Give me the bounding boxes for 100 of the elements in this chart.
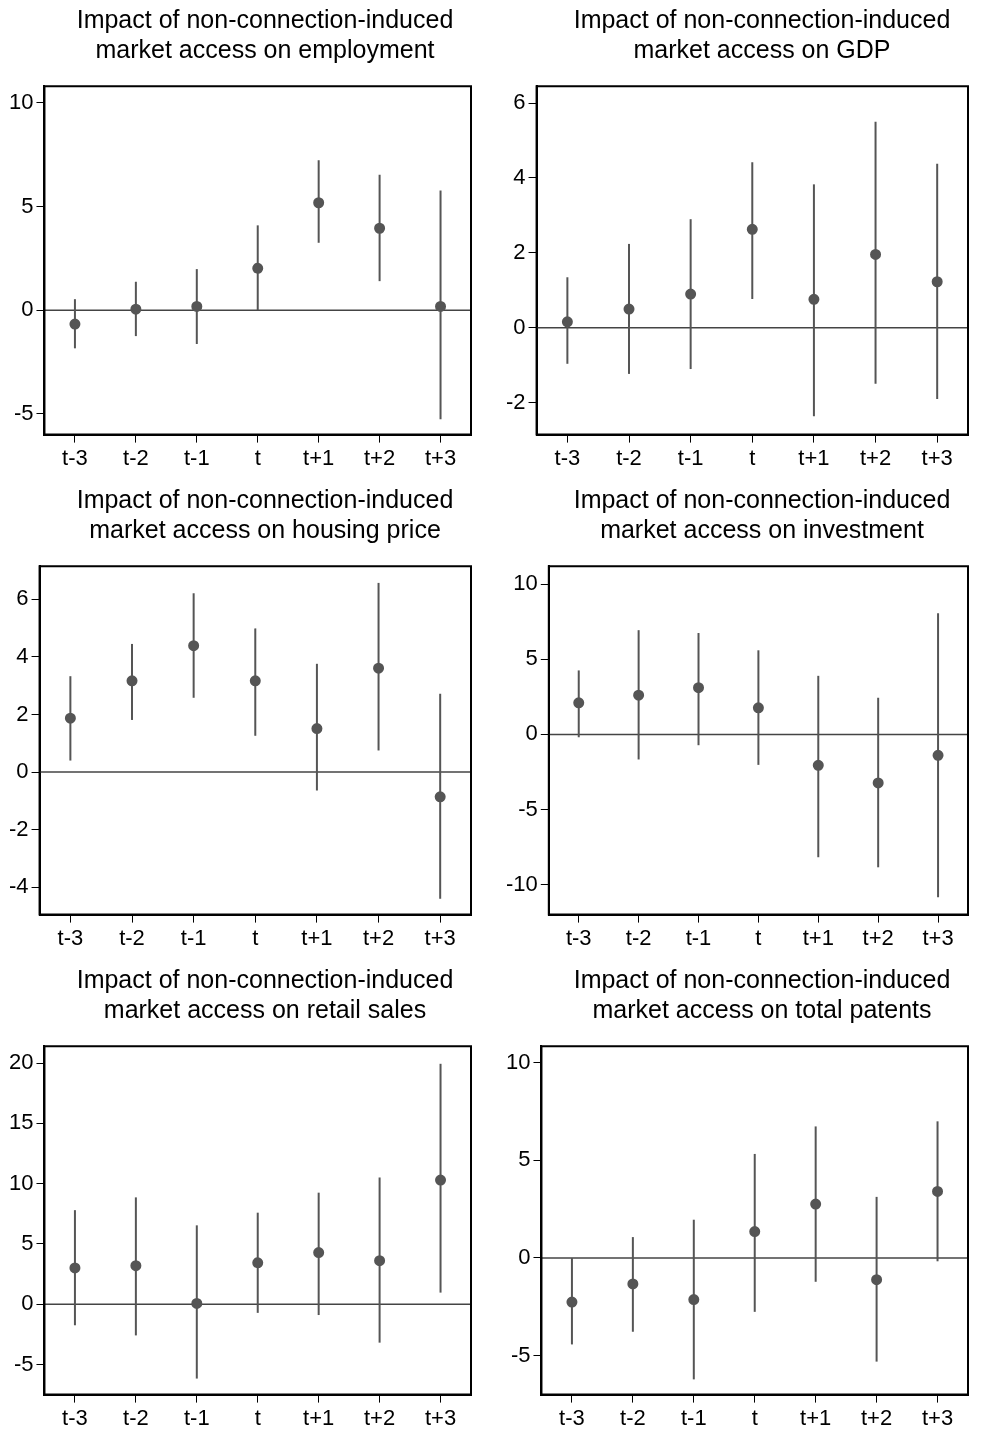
x-tick-label: t+2 <box>364 444 396 470</box>
point <box>573 697 585 709</box>
point <box>130 303 142 315</box>
y-tick-label: 0 <box>21 1290 34 1316</box>
x-tick-label: t-1 <box>685 924 712 950</box>
x-tick-label: t+3 <box>921 1404 954 1430</box>
point <box>188 640 200 652</box>
point <box>627 1278 639 1290</box>
y-tick-label: 10 <box>505 1048 531 1074</box>
point <box>373 662 385 674</box>
point <box>69 1262 81 1274</box>
x-tick-label: t-1 <box>180 924 207 950</box>
point <box>313 197 325 209</box>
x-tick-label: t+2 <box>861 1404 893 1430</box>
point <box>252 262 264 274</box>
point <box>311 723 323 735</box>
point <box>812 759 824 771</box>
y-tick-label: 4 <box>16 642 29 668</box>
x-tick-label: t <box>749 444 756 470</box>
y-tick-label: 5 <box>21 1229 34 1255</box>
x-tick-label: t-3 <box>62 1404 88 1430</box>
point <box>434 791 446 803</box>
x-tick-label: t-3 <box>554 444 581 470</box>
y-tick-label: 5 <box>21 192 34 218</box>
point <box>64 712 76 724</box>
x-tick-label: t-1 <box>183 444 210 470</box>
x-tick-label: t+3 <box>921 444 953 470</box>
point <box>249 675 261 687</box>
y-tick-label: 10 <box>8 88 34 114</box>
x-tick-label: t <box>254 444 261 470</box>
point <box>685 288 697 300</box>
y-tick-label: 2 <box>513 238 526 264</box>
x-tick-label: t+1 <box>798 444 830 470</box>
chart-title: Impact of non-connection-induced market access on employment <box>75 4 455 64</box>
y-tick-label: -4 <box>9 873 29 899</box>
y-tick-label: 20 <box>8 1049 34 1075</box>
x-tick-label: t-2 <box>625 924 652 950</box>
point <box>130 1260 142 1272</box>
y-tick-label: -5 <box>510 1341 531 1367</box>
chart-title: Impact of non-connection-induced market access on investment <box>572 484 952 544</box>
y-tick-label: 6 <box>16 585 29 611</box>
x-tick-label: t+3 <box>922 924 954 950</box>
x-tick-label: t-1 <box>183 1404 210 1430</box>
y-tick-label: -2 <box>506 388 526 414</box>
y-tick-label: -5 <box>13 1350 34 1376</box>
x-tick-label: t <box>751 1404 758 1430</box>
x-tick-label: t-3 <box>559 1404 585 1430</box>
x-tick-label: t <box>254 1404 261 1430</box>
x-tick-label: t+1 <box>301 924 333 950</box>
x-tick-label: t+3 <box>424 444 457 470</box>
x-tick-label: t-2 <box>123 444 149 470</box>
point <box>374 222 386 234</box>
point <box>808 293 820 305</box>
x-tick-label: t+3 <box>424 1404 457 1430</box>
x-tick-label: t-2 <box>620 1404 646 1430</box>
point <box>633 689 645 701</box>
x-tick-label: t+2 <box>364 1404 396 1430</box>
y-tick-label: 15 <box>8 1109 34 1135</box>
x-tick-label: t-1 <box>680 1404 707 1430</box>
x-tick-label: t+3 <box>424 924 456 950</box>
point <box>191 300 203 312</box>
point <box>561 316 573 328</box>
y-tick-label: 6 <box>513 89 526 115</box>
y-tick-label: 0 <box>513 313 526 339</box>
point <box>749 1226 761 1238</box>
x-tick-label: t-2 <box>119 924 145 950</box>
y-tick-label: 5 <box>525 645 538 671</box>
point <box>752 702 764 714</box>
x-tick-label: t-3 <box>565 924 592 950</box>
y-tick-label: 0 <box>518 1244 531 1270</box>
x-tick-label: t-2 <box>616 444 642 470</box>
x-tick-label: t+1 <box>303 1404 335 1430</box>
y-tick-label: 0 <box>21 296 34 322</box>
y-tick-label: -10 <box>506 870 538 896</box>
y-tick-label: -5 <box>518 795 538 821</box>
point <box>435 1174 447 1186</box>
y-tick-label: 0 <box>16 758 29 784</box>
y-tick-label: -2 <box>9 815 29 841</box>
chart-title: Impact of non-connection-induced market access on total patents <box>572 964 952 1024</box>
point <box>566 1296 578 1308</box>
y-tick-label: 10 <box>513 570 538 596</box>
point <box>746 223 758 235</box>
x-tick-label: t-1 <box>677 444 704 470</box>
x-tick-label: t <box>755 924 762 950</box>
point <box>191 1297 203 1309</box>
chart-title: Impact of non-connection-induced market access on housing price <box>75 484 455 544</box>
point <box>313 1247 325 1259</box>
x-tick-label: t <box>252 924 259 950</box>
x-tick-label: t+2 <box>859 444 892 470</box>
x-tick-label: t+2 <box>362 924 395 950</box>
point <box>870 248 882 260</box>
point <box>872 777 884 789</box>
point <box>126 675 138 687</box>
x-tick-label: t+1 <box>802 924 834 950</box>
point <box>693 682 705 694</box>
chart-title: Impact of non-connection-induced market access on GDP <box>572 4 952 64</box>
x-tick-label: t+1 <box>800 1404 832 1430</box>
point <box>435 300 447 312</box>
x-tick-label: t-3 <box>62 444 88 470</box>
point <box>810 1198 822 1210</box>
